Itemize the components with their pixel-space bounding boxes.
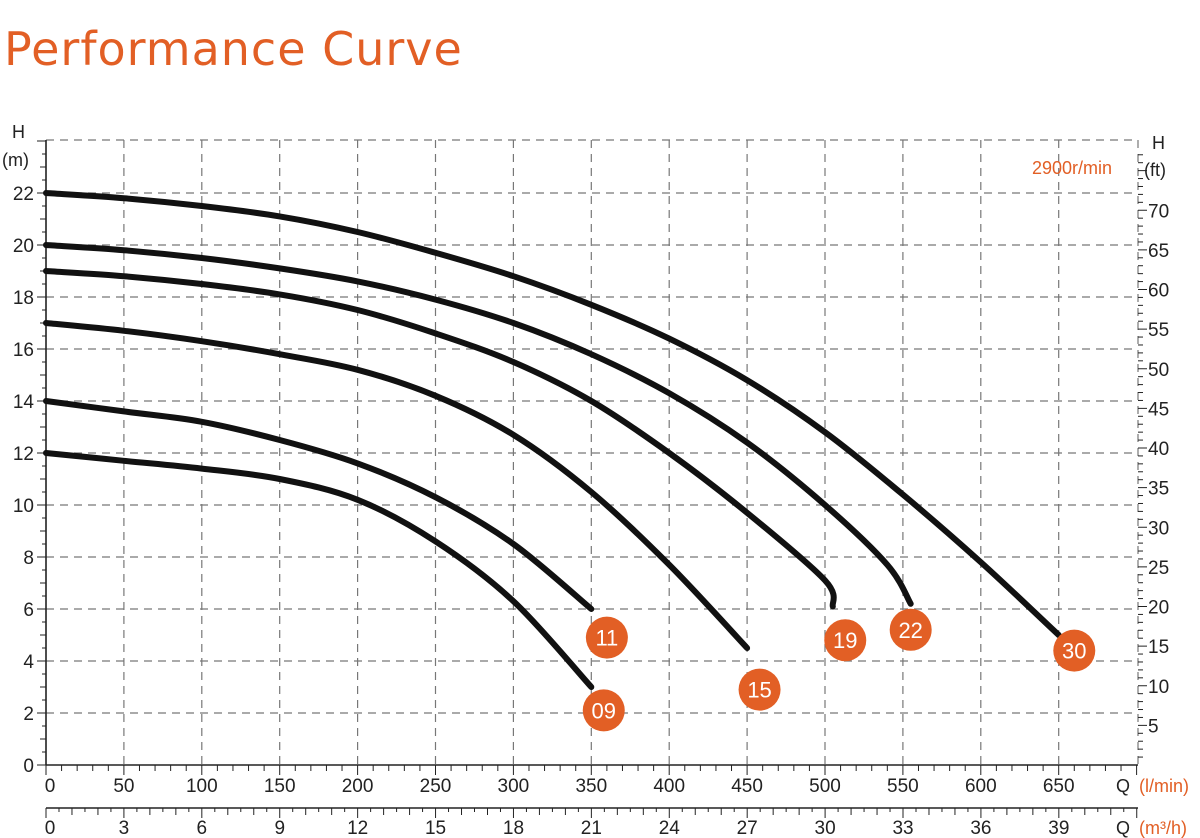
x-tick-label-lmin: 500	[809, 776, 841, 797]
x-tick-label-lmin: 150	[264, 776, 296, 797]
y-tick-label-ft: 70	[1148, 201, 1169, 222]
x2-tick-label-m3h: 18	[503, 818, 524, 838]
chart-grid	[46, 139, 1139, 765]
x-lmin-unit: (l/min)	[1139, 776, 1189, 796]
y-tick-label-ft: 65	[1148, 241, 1169, 262]
performance-curves	[43, 190, 1062, 690]
badge-11	[585, 616, 628, 659]
x-tick-label-lmin: 650	[1043, 776, 1075, 797]
y-tick-label-m: 4	[23, 652, 34, 673]
page-title: Performance Curve	[4, 22, 463, 76]
y-left-unit: (m)	[2, 150, 29, 170]
x2-tick-label-m3h: 39	[1048, 818, 1069, 838]
x-lmin-title: Q	[1116, 776, 1130, 796]
y-tick-label-m: 18	[13, 288, 34, 309]
x2-tick-label-m3h: 12	[347, 818, 368, 838]
y-tick-label-m: 20	[13, 236, 34, 257]
badge-22	[889, 608, 932, 651]
x-tick-label-lmin: 0	[45, 776, 56, 797]
y-tick-label-ft: 50	[1148, 360, 1169, 381]
y-tick-label-m: 22	[13, 184, 34, 205]
x-tick-label-lmin: 300	[498, 776, 530, 797]
y-right-title: H	[1152, 133, 1165, 153]
y-left-title: H	[12, 122, 25, 142]
y-tick-label-ft: 30	[1148, 518, 1169, 539]
curve-19	[43, 268, 837, 610]
badge-15	[738, 668, 781, 711]
y-tick-label-ft: 20	[1148, 598, 1169, 619]
badge-09	[582, 689, 625, 732]
badge-label-09: 09	[592, 698, 616, 723]
y-tick-label-ft: 40	[1148, 439, 1169, 460]
x2-tick-label-m3h: 9	[274, 818, 285, 838]
x-tick-label-lmin: 450	[731, 776, 763, 797]
y-tick-label-m: 8	[23, 548, 34, 569]
curve-15	[43, 320, 751, 651]
x2-tick-label-m3h: 27	[737, 818, 758, 838]
x-tick-label-lmin: 200	[342, 776, 374, 797]
y-tick-label-m: 0	[23, 756, 34, 777]
speed-label: 2900r/min	[1032, 158, 1112, 178]
x2-tick-label-m3h: 30	[815, 818, 836, 838]
y-tick-label-m: 16	[13, 340, 34, 361]
y-tick-label-m: 12	[13, 444, 34, 465]
x-tick-label-lmin: 250	[420, 776, 452, 797]
x-tick-label-lmin: 550	[887, 776, 919, 797]
y-tick-label-m: 2	[23, 704, 34, 725]
x-tick-label-lmin: 100	[186, 776, 218, 797]
x-tick-label-lmin: 50	[113, 776, 134, 797]
x-tick-label-lmin: 400	[653, 776, 685, 797]
y-tick-label-ft: 55	[1148, 320, 1169, 341]
x2-tick-label-m3h: 24	[659, 818, 681, 838]
x-m3h-title: Q	[1116, 818, 1130, 838]
x-m3h-unit: (m³/h)	[1139, 818, 1187, 838]
y-tick-label-ft: 60	[1148, 281, 1169, 302]
y-tick-label-ft: 5	[1148, 716, 1159, 737]
y-tick-label-ft: 45	[1148, 399, 1169, 420]
x2-tick-label-m3h: 21	[581, 818, 602, 838]
y-tick-label-ft: 10	[1148, 677, 1169, 698]
badge-label-11: 11	[595, 626, 618, 651]
curve-30	[43, 190, 1062, 638]
y-tick-label-m: 10	[13, 496, 34, 517]
x2-tick-label-m3h: 3	[119, 818, 130, 838]
y-right-unit: (ft)	[1144, 160, 1166, 180]
x2-tick-label-m3h: 6	[197, 818, 208, 838]
curve-22	[43, 242, 914, 607]
curve-09	[43, 450, 595, 690]
badge-19	[824, 619, 867, 662]
x-tick-label-lmin: 600	[965, 776, 997, 797]
y-tick-label-ft: 35	[1148, 479, 1169, 500]
x-tick-label-lmin: 350	[575, 776, 607, 797]
curve-badges: 09 11 15 19 22 30	[582, 608, 1096, 732]
x2-tick-label-m3h: 33	[892, 818, 913, 838]
curve-11	[43, 398, 595, 612]
x2-tick-label-m3h: 15	[425, 818, 446, 838]
badge-label-30: 30	[1062, 639, 1086, 664]
x2-tick-label-m3h: 36	[970, 818, 991, 838]
axis-labels: 0246810121416182022510152025303540455055…	[2, 122, 1189, 838]
x2-tick-label-m3h: 0	[45, 818, 56, 838]
badge-30	[1053, 629, 1096, 672]
badge-label-19: 19	[833, 628, 857, 653]
badge-label-22: 22	[898, 618, 922, 643]
badge-label-15: 15	[747, 678, 771, 703]
y-tick-label-ft: 15	[1148, 637, 1169, 658]
y-tick-label-ft: 25	[1148, 558, 1169, 579]
y-tick-label-m: 6	[23, 600, 34, 621]
y-tick-label-m: 14	[13, 392, 35, 413]
